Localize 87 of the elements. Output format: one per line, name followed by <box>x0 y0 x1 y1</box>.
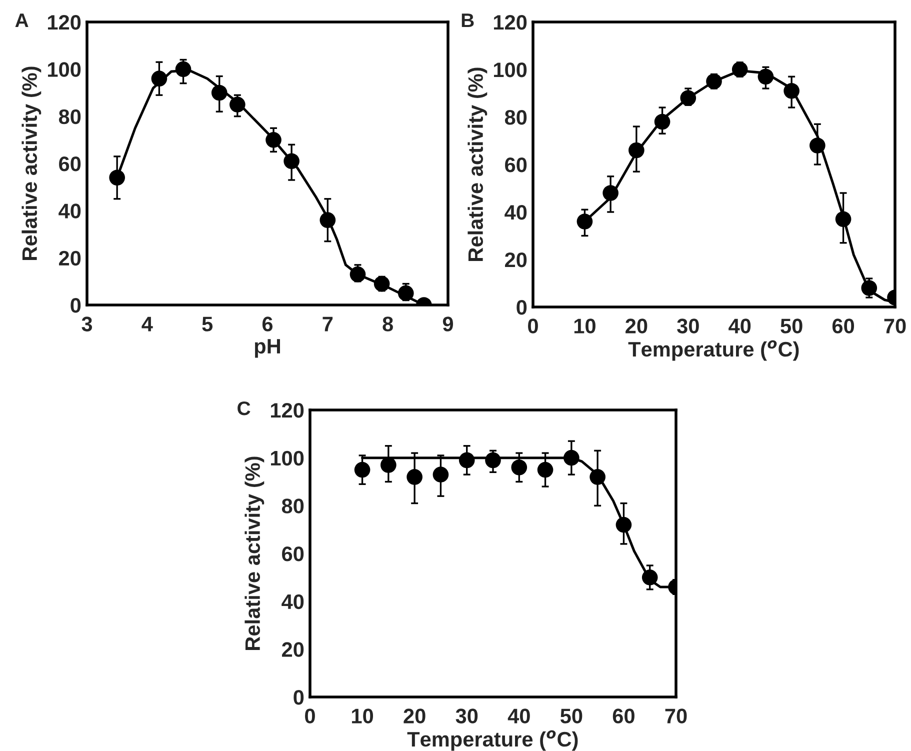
point <box>732 62 748 78</box>
chart-title: A <box>15 14 28 28</box>
point <box>680 90 696 106</box>
y-tick-label: 80 <box>282 498 304 514</box>
point <box>706 73 722 90</box>
point <box>835 211 852 228</box>
point <box>175 61 192 78</box>
x-tick-label: 20 <box>404 708 426 724</box>
y-tick-label: 80 <box>504 110 527 125</box>
x-tick-label: 6 <box>262 316 273 332</box>
y-tick-label: 60 <box>59 156 81 172</box>
point <box>537 462 554 478</box>
y-axis-title: Relative activity (%) <box>244 456 264 650</box>
x-tick-label: 8 <box>382 316 393 332</box>
y-tick-label: 60 <box>505 158 527 172</box>
y-tick-label: 0 <box>70 298 81 313</box>
point <box>602 185 618 201</box>
point <box>406 469 422 485</box>
point <box>564 450 580 466</box>
point <box>151 70 168 87</box>
y-tick-label: 60 <box>282 546 304 562</box>
point <box>354 462 370 478</box>
x-tick-label: 10 <box>352 708 374 724</box>
x-tick-label: 7 <box>322 316 333 332</box>
point <box>511 459 528 476</box>
point <box>861 280 878 296</box>
x-axis-title: Temperature ($^{o}$C) <box>628 340 799 361</box>
x-tick-label: 20 <box>626 318 648 334</box>
point <box>230 96 246 112</box>
point <box>758 68 774 85</box>
y-tick-label: 20 <box>504 252 527 268</box>
point <box>350 266 366 282</box>
chart-title: C <box>238 401 250 416</box>
y-tick-label: 20 <box>58 250 81 266</box>
x-tick-label: 3 <box>82 316 92 332</box>
point <box>374 276 390 292</box>
x-axis-title: pH <box>254 339 280 358</box>
point <box>642 570 658 586</box>
point <box>590 469 606 485</box>
point <box>266 132 282 148</box>
y-tick-label: 40 <box>504 205 527 220</box>
x-tick-label: 0 <box>528 318 538 334</box>
x-tick-label: 50 <box>560 708 582 724</box>
x-axis-title: Temperature ($^{o}$C) <box>407 730 578 751</box>
point <box>458 452 475 468</box>
point <box>576 214 593 230</box>
x-tick-label: 60 <box>832 318 854 334</box>
x-tick-label: 40 <box>728 318 751 334</box>
point <box>810 138 826 154</box>
chart-title: B <box>462 14 474 28</box>
point <box>432 466 449 482</box>
point <box>398 285 414 302</box>
y-tick-label: 40 <box>282 594 304 610</box>
point <box>616 516 632 533</box>
y-tick-label: 100 <box>48 62 81 77</box>
x-tick-label: 60 <box>612 708 634 724</box>
y-tick-label: 100 <box>271 450 304 466</box>
point <box>109 170 125 186</box>
x-tick-label: 9 <box>442 316 454 332</box>
point <box>485 452 501 468</box>
x-tick-label: 70 <box>884 318 906 334</box>
y-axis-title: Relative activity (%) <box>468 68 488 261</box>
point <box>320 212 336 228</box>
point <box>380 457 396 473</box>
y-tick-label: 120 <box>48 15 81 30</box>
x-tick-label: 0 <box>305 708 315 724</box>
y-tick-label: 0 <box>516 300 527 315</box>
y-tick-label: 40 <box>58 204 81 218</box>
x-tick-label: 30 <box>456 708 478 724</box>
y-tick-label: 120 <box>494 15 527 30</box>
y-tick-label: 0 <box>294 690 304 705</box>
x-tick-label: 50 <box>780 318 802 334</box>
y-tick-label: 20 <box>282 642 304 657</box>
point <box>654 114 670 130</box>
y-tick-label: 120 <box>271 403 304 418</box>
x-tick-label: 70 <box>665 708 687 724</box>
x-tick-label: 10 <box>574 318 596 334</box>
x-tick-label: 4 <box>142 316 153 332</box>
y-tick-label: 80 <box>58 109 81 124</box>
x-tick-label: 30 <box>677 318 699 334</box>
point <box>211 84 228 101</box>
point <box>628 142 644 158</box>
x-tick-label: 5 <box>202 316 213 332</box>
point <box>284 153 300 170</box>
y-tick-label: 100 <box>494 62 527 78</box>
point <box>784 82 800 99</box>
y-axis-title: Relative activity (%) <box>22 66 42 260</box>
